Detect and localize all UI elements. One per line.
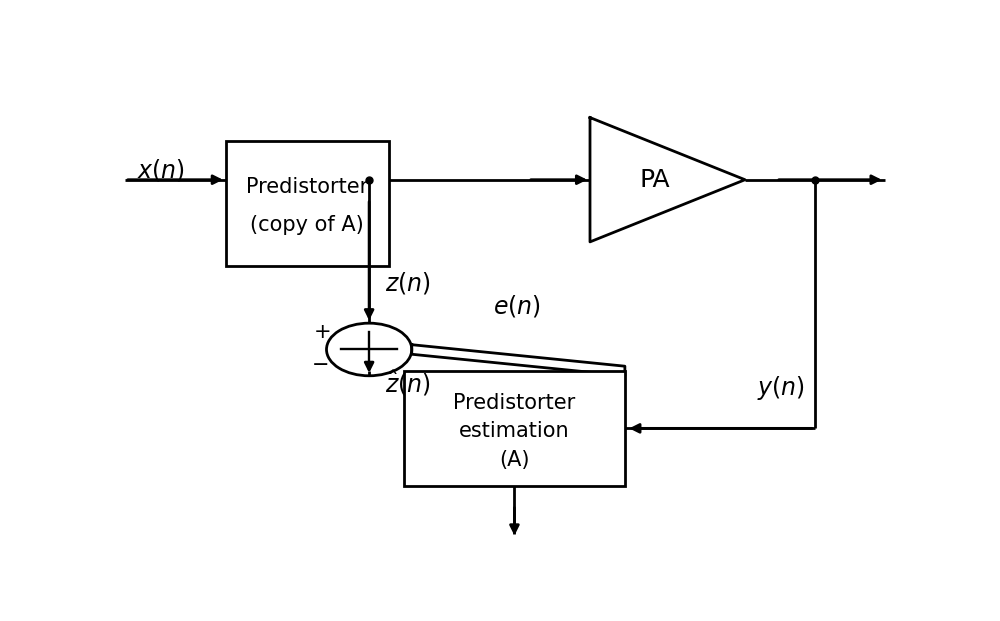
Text: $e(n)$: $e(n)$: [493, 294, 541, 319]
Text: Predistorter: Predistorter: [453, 393, 576, 413]
Text: +: +: [314, 322, 331, 342]
Text: $x(n)$: $x(n)$: [137, 157, 185, 183]
Text: $z(n)$: $z(n)$: [385, 270, 430, 296]
Text: (A): (A): [499, 450, 530, 471]
Text: PA: PA: [640, 168, 670, 192]
Text: estimation: estimation: [459, 420, 570, 441]
Text: −: −: [312, 355, 329, 375]
Text: $y(n)$: $y(n)$: [757, 374, 804, 402]
FancyBboxPatch shape: [404, 371, 625, 486]
Text: (copy of A): (copy of A): [250, 215, 364, 235]
Text: $\hat{z}(n)$: $\hat{z}(n)$: [385, 368, 430, 397]
Text: Predistorter: Predistorter: [246, 178, 368, 197]
FancyBboxPatch shape: [226, 142, 388, 266]
